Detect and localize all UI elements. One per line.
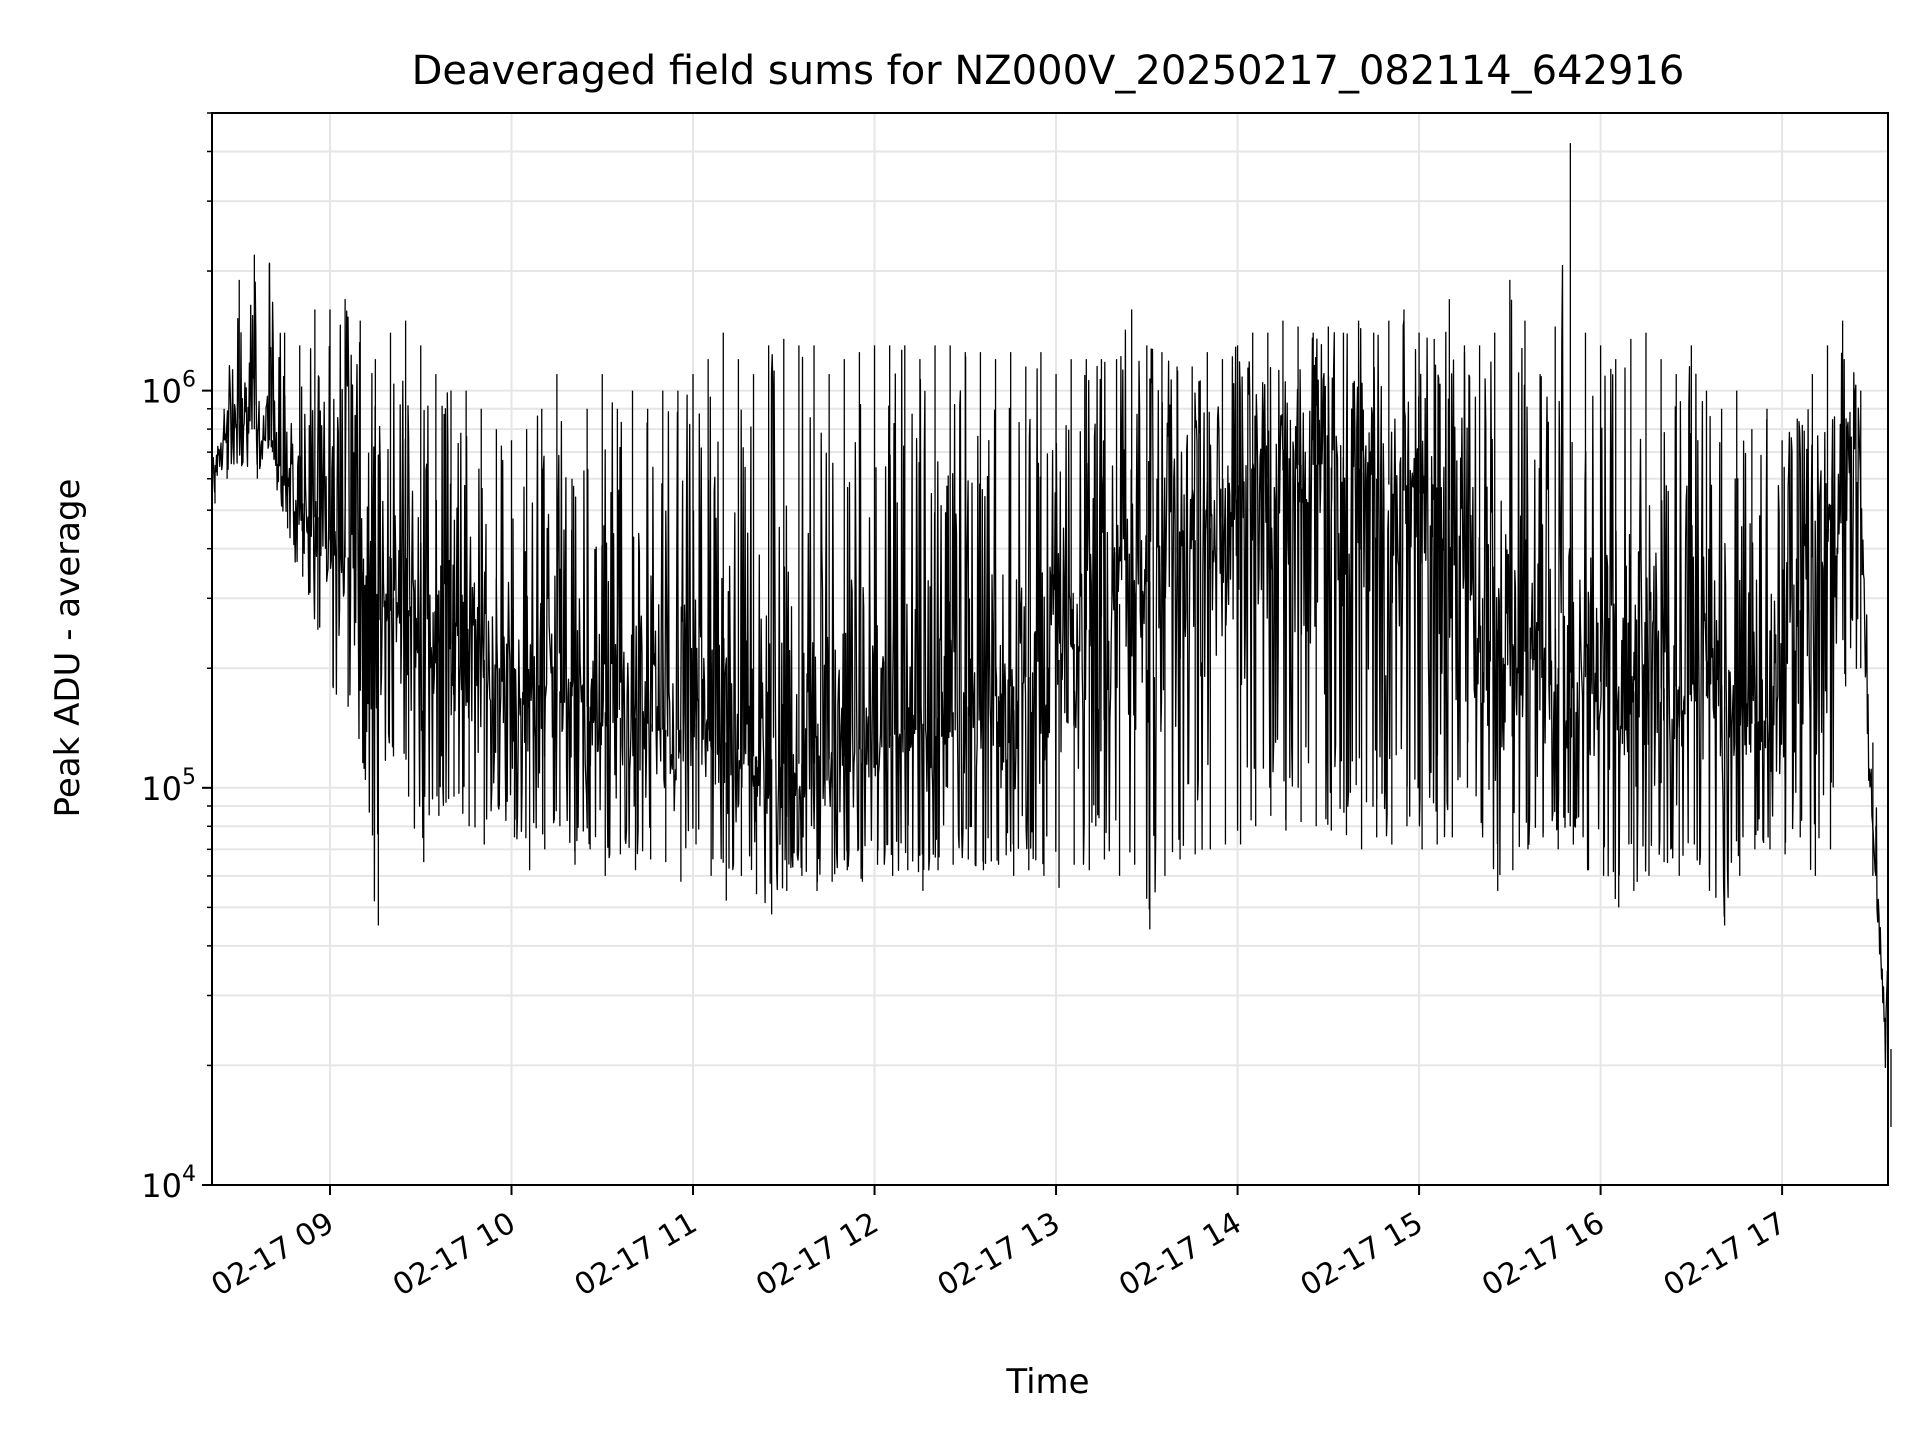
plot-frame — [211, 112, 1889, 1186]
chart-title: Deaveraged field sums for NZ000V_2025021… — [412, 48, 1685, 94]
data-layer — [211, 143, 1892, 1127]
y-axis-label: Peak ADU - average — [48, 479, 88, 818]
series-line — [211, 263, 1889, 1069]
y-tick-label: 104 — [141, 1162, 196, 1205]
x-axis-label: Time — [1005, 1362, 1089, 1402]
y-tick-label: 106 — [141, 368, 196, 411]
y-tick-label: 105 — [141, 765, 196, 808]
